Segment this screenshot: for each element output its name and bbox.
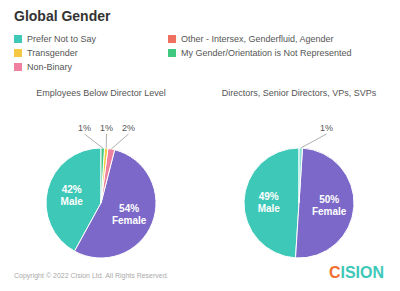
svg-text:2%: 2% (122, 123, 135, 133)
html-text:Prefer Not to Say: Prefer Not to Say (27, 34, 96, 44)
html-text:My Gender/Orientation is Not R: My Gender/Orientation is Not Represented (181, 48, 352, 58)
svg-text:1%: 1% (320, 123, 333, 133)
html-text:Copyright © 2022 Cision Ltd. A: Copyright © 2022 Cision Ltd. All Rights … (14, 272, 169, 279)
html-text:Non-Binary: Non-Binary (27, 62, 72, 72)
html-text:Other - Intersex, Genderfluid,: Other - Intersex, Genderfluid, Agender (181, 34, 334, 44)
html-text:Transgender: Transgender (27, 48, 78, 58)
html-text:Global Gender: Global Gender (14, 8, 111, 24)
svg-text:1%: 1% (78, 123, 91, 133)
html-text:Employees Below Director Level: Employees Below Director Level (36, 88, 166, 98)
svg-text:50%Female: 50%Female (312, 194, 347, 217)
html-text:C ISION: C ISION (328, 264, 384, 281)
svg-text:1%: 1% (100, 123, 113, 133)
svg-text:49%Male: 49%Male (258, 191, 281, 214)
svg-text:42%Male: 42%Male (61, 184, 84, 207)
svg-text:54%Female: 54%Female (112, 203, 147, 226)
html-text:Directors, Senior Directors, V: Directors, Senior Directors, VPs, SVPs (221, 88, 377, 98)
